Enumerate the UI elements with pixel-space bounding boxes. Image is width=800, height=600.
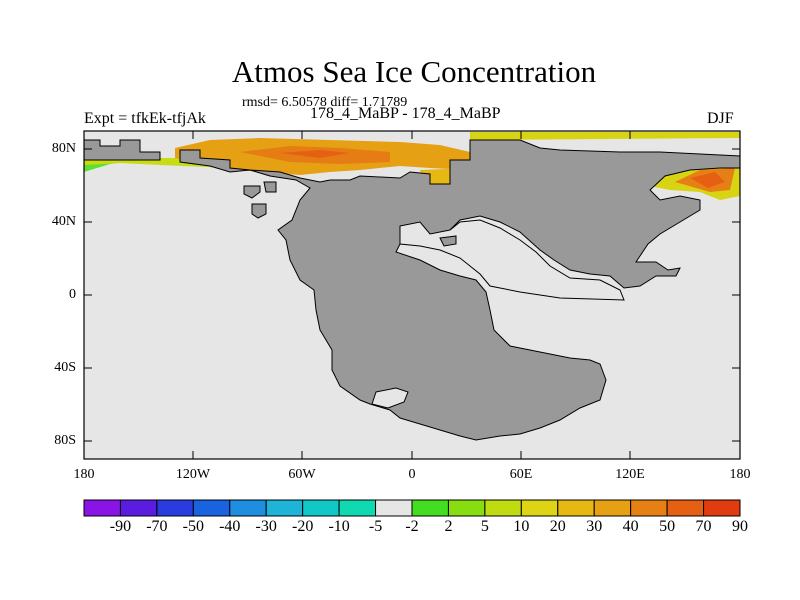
colorbar-swatch	[666, 499, 705, 517]
colorbar-label: 50	[659, 518, 676, 535]
colorbar-swatch	[593, 499, 632, 517]
lon-label: 0	[408, 467, 416, 482]
colorbar-swatch	[338, 499, 377, 517]
colorbar-label: 5	[480, 518, 489, 535]
colorbar-label: 30	[586, 518, 603, 535]
colorbar-label: -30	[255, 518, 277, 535]
colorbar-label: -50	[182, 518, 204, 535]
colorbar-swatch	[703, 499, 741, 517]
lat-label: 80N	[51, 141, 76, 156]
experiment-label: Expt = tfkEk-tfjAk	[84, 110, 206, 127]
colorbar-swatch	[302, 499, 340, 517]
colorbar-swatch	[265, 499, 304, 517]
lat-label: 0	[69, 287, 76, 302]
colorbar-swatch	[447, 499, 486, 517]
colorbar-label: 10	[513, 518, 530, 535]
colorbar-swatch	[192, 499, 231, 517]
lon-label: 120E	[615, 467, 645, 482]
colorbar-label: -10	[328, 518, 350, 535]
colorbar-label: 2	[444, 518, 453, 535]
figure-title: Atmos Sea Ice Concentration	[231, 54, 597, 89]
colorbar-label: -70	[146, 518, 168, 535]
lon-label: 60W	[288, 467, 316, 482]
colorbar-label: 90	[732, 518, 748, 535]
colorbar-label: 70	[695, 518, 712, 535]
colorbar-swatch	[520, 499, 559, 517]
land-island-3	[263, 181, 277, 193]
lon-label: 120W	[175, 467, 211, 482]
lat-label: 40S	[54, 360, 76, 375]
land-inland-island	[439, 235, 457, 247]
colorbar-swatch	[156, 499, 194, 517]
lon-label: 180	[729, 467, 751, 482]
ice-north-strip	[470, 132, 740, 140]
colorbar-label: -90	[109, 518, 132, 535]
statistics-label: rmsd= 6.50578 diff= 1.71789	[242, 95, 408, 110]
colorbar-swatch	[119, 499, 158, 517]
colorbar-label: -20	[291, 518, 314, 535]
land-main-continent	[179, 139, 741, 441]
ice-arctic-peak	[280, 150, 350, 158]
lon-label: 60E	[509, 467, 533, 482]
colorbar-swatch	[229, 499, 267, 517]
period-label: 178_4_MaBP - 178_4_MaBP	[310, 105, 501, 122]
colorbar-swatch	[630, 499, 668, 517]
colorbar-swatch	[375, 499, 413, 517]
colorbar-swatch	[83, 499, 121, 517]
season-label: DJF	[707, 110, 734, 127]
colorbar-label: -2	[405, 518, 419, 535]
colorbar-label: 20	[549, 518, 566, 535]
land-island-2	[251, 203, 267, 219]
colorbar-swatch	[411, 499, 449, 517]
lon-label: 180	[73, 467, 95, 482]
colorbar-swatch	[484, 499, 522, 517]
land-island-1	[243, 185, 261, 199]
southern-inlet	[371, 387, 409, 409]
lat-label: 40N	[51, 214, 76, 229]
land-west-strip	[83, 139, 161, 161]
colorbar-label: 40	[622, 518, 639, 535]
ice-east-peak	[690, 172, 725, 188]
colorbar	[83, 499, 741, 517]
colorbar-label: -40	[219, 518, 241, 535]
colorbar-swatch	[557, 499, 595, 517]
axis-ticks	[83, 131, 741, 459]
land-masses	[83, 139, 741, 441]
lat-label: 80S	[54, 433, 76, 448]
colorbar-label: -5	[368, 518, 383, 535]
